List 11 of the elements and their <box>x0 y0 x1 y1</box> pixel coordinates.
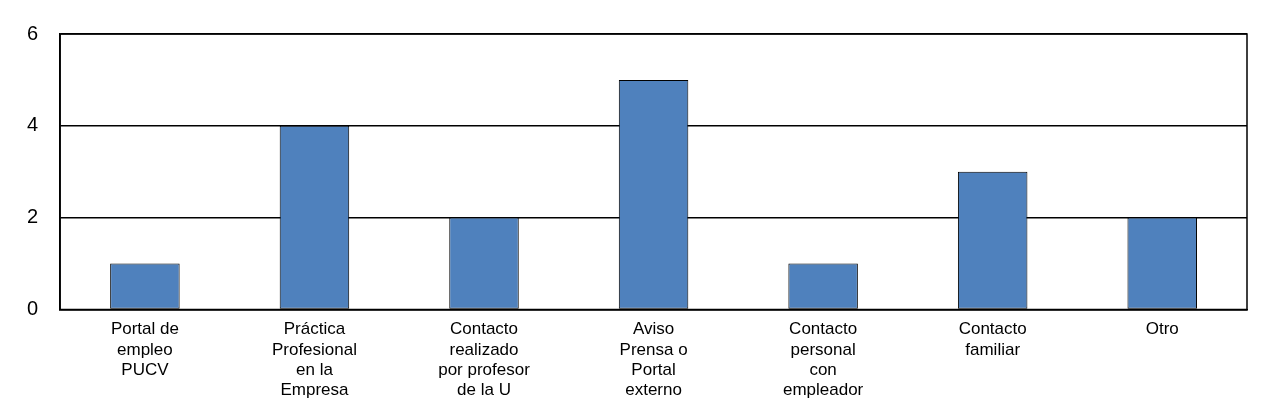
x-tick-label: Contacto personal con empleador <box>782 319 864 400</box>
y-tick-label: 6 <box>27 21 39 44</box>
x-tick-label: Contacto familiar <box>958 319 1027 359</box>
y-tick-label: 2 <box>27 205 39 228</box>
y-tick-label: 4 <box>27 113 39 136</box>
y-tick-label: 0 <box>27 296 39 319</box>
x-tick-label: Contacto realizado por profesor de la U <box>438 319 531 400</box>
x-tick-label: Aviso Prensa o Portal externo <box>619 319 688 400</box>
x-tick-label: Portal de empleo PUCV <box>110 319 179 380</box>
x-tick-label: Otro <box>1145 319 1179 339</box>
x-tick-label: Práctica Profesional en la Empresa <box>271 319 357 400</box>
